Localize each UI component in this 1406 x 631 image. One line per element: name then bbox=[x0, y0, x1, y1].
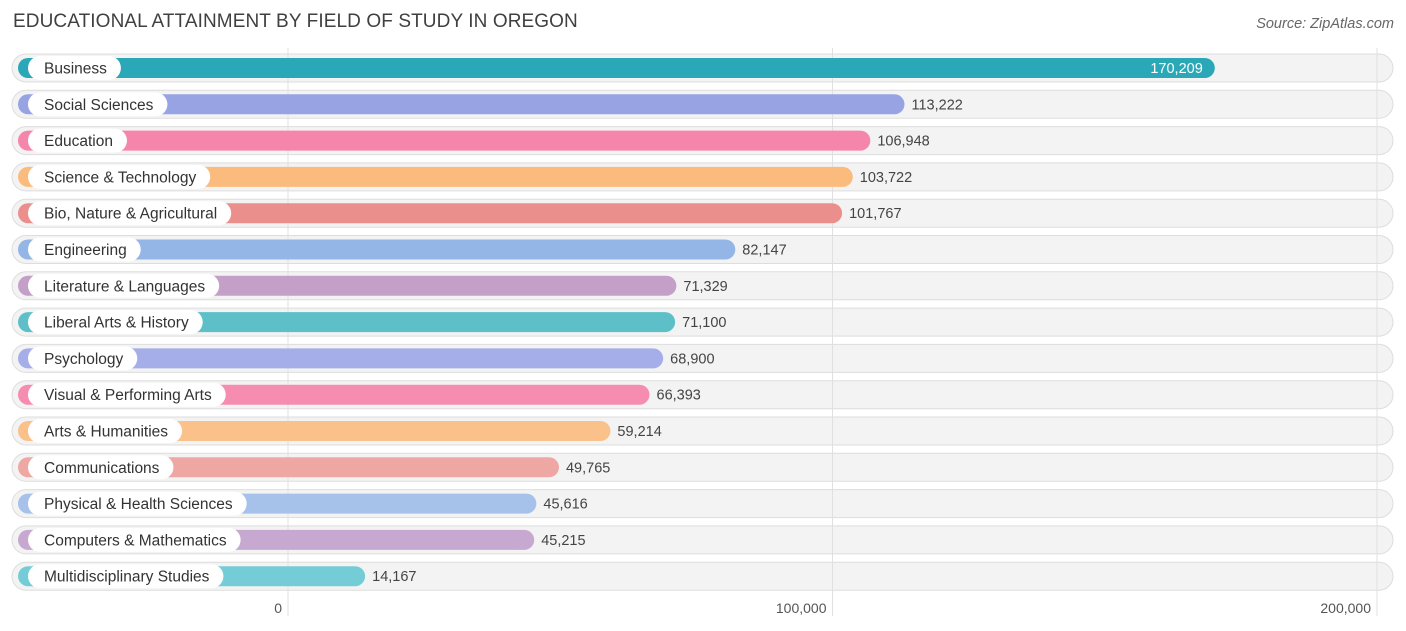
category-label-pill bbox=[28, 419, 183, 443]
category-label-pill bbox=[28, 128, 127, 153]
category-label-pill bbox=[28, 527, 241, 552]
bar-row: Science & Technology 103,722 bbox=[18, 164, 912, 189]
category-label: Liberal Arts & History bbox=[44, 315, 189, 332]
category-label: Social Sciences bbox=[44, 97, 154, 114]
category-label: Business bbox=[44, 61, 107, 78]
value-label: 170,209 bbox=[1150, 61, 1202, 77]
bar bbox=[18, 58, 1215, 78]
bar bbox=[18, 130, 871, 151]
category-label: Science & Technology bbox=[44, 169, 196, 186]
category-label: Visual & Performing Arts bbox=[44, 387, 212, 404]
category-label: Bio, Nature & Agricultural bbox=[44, 206, 217, 223]
bar bbox=[18, 166, 853, 187]
category-label: Literature & Languages bbox=[44, 278, 205, 295]
category-label-pill bbox=[28, 164, 211, 189]
bar-row: Bio, Nature & Agricultural 101,767 bbox=[18, 201, 902, 226]
category-label: Engineering bbox=[44, 242, 127, 259]
bar-row: Business 170,209 bbox=[18, 56, 1215, 80]
bar-row: Psychology 68,900 bbox=[18, 346, 715, 371]
bars: Business 170,209 Social Sciences 113,222 Edu… bbox=[18, 56, 1215, 589]
value-label: 106,948 bbox=[877, 134, 929, 150]
value-label: 71,329 bbox=[683, 279, 727, 295]
category-label-pill bbox=[28, 310, 203, 335]
value-label: 101,767 bbox=[849, 206, 901, 222]
category-label-pill bbox=[28, 92, 168, 117]
bar-row: Arts & Humanities 59,214 bbox=[18, 419, 662, 443]
bar-row: Computers & Mathematics 45,215 bbox=[18, 527, 586, 552]
category-label: Education bbox=[44, 133, 113, 150]
value-label: 45,616 bbox=[543, 497, 587, 513]
bar bbox=[18, 348, 664, 369]
category-label: Physical & Health Sciences bbox=[44, 496, 233, 513]
bar-row: Visual & Performing Arts 66,393 bbox=[18, 382, 701, 407]
category-label-pill bbox=[28, 56, 121, 80]
value-label: 68,900 bbox=[670, 351, 714, 367]
x-tick-label: 200,000 bbox=[1320, 600, 1371, 616]
bar-row: Physical & Health Sciences 45,616 bbox=[18, 491, 588, 516]
value-label: 66,393 bbox=[657, 388, 701, 404]
bar bbox=[18, 239, 736, 260]
category-label: Arts & Humanities bbox=[44, 424, 168, 441]
bar-row: Multidisciplinary Studies 14,167 bbox=[18, 564, 416, 589]
category-label: Communications bbox=[44, 460, 160, 477]
value-label: 82,147 bbox=[742, 243, 786, 259]
category-label-pill bbox=[28, 201, 232, 226]
bar-row: Engineering 82,147 bbox=[18, 237, 787, 262]
bar-row: Literature & Languages 71,329 bbox=[18, 273, 728, 298]
bar bbox=[18, 94, 905, 115]
value-label: 59,214 bbox=[617, 424, 661, 440]
value-label: 49,765 bbox=[566, 460, 610, 476]
category-label: Computers & Mathematics bbox=[44, 532, 227, 549]
value-label: 14,167 bbox=[372, 569, 416, 585]
category-label-pill bbox=[28, 455, 174, 480]
bar-row: Social Sciences 113,222 bbox=[18, 92, 963, 117]
category-label-pill bbox=[28, 346, 138, 371]
value-label: 71,100 bbox=[682, 315, 726, 331]
x-tick-label: 100,000 bbox=[776, 600, 827, 616]
value-label: 103,722 bbox=[860, 170, 912, 186]
bar-row: Liberal Arts & History 71,100 bbox=[18, 310, 726, 335]
category-label: Psychology bbox=[44, 351, 124, 368]
category-label-pill bbox=[28, 237, 141, 262]
category-label-pill bbox=[28, 491, 247, 516]
value-label: 45,215 bbox=[541, 533, 585, 549]
chart-source: Source: ZipAtlas.com bbox=[1256, 16, 1394, 32]
value-label: 113,222 bbox=[911, 97, 962, 113]
category-label-pill bbox=[28, 564, 224, 589]
category-label: Multidisciplinary Studies bbox=[44, 569, 210, 586]
category-label-pill bbox=[28, 382, 226, 407]
bar-row: Education 106,948 bbox=[18, 128, 930, 153]
category-label-pill bbox=[28, 273, 220, 298]
bar-row: Communications 49,765 bbox=[18, 455, 610, 480]
chart-title: EDUCATIONAL ATTAINMENT BY FIELD OF STUDY… bbox=[13, 11, 578, 32]
x-tick-label: 0 bbox=[274, 600, 282, 616]
